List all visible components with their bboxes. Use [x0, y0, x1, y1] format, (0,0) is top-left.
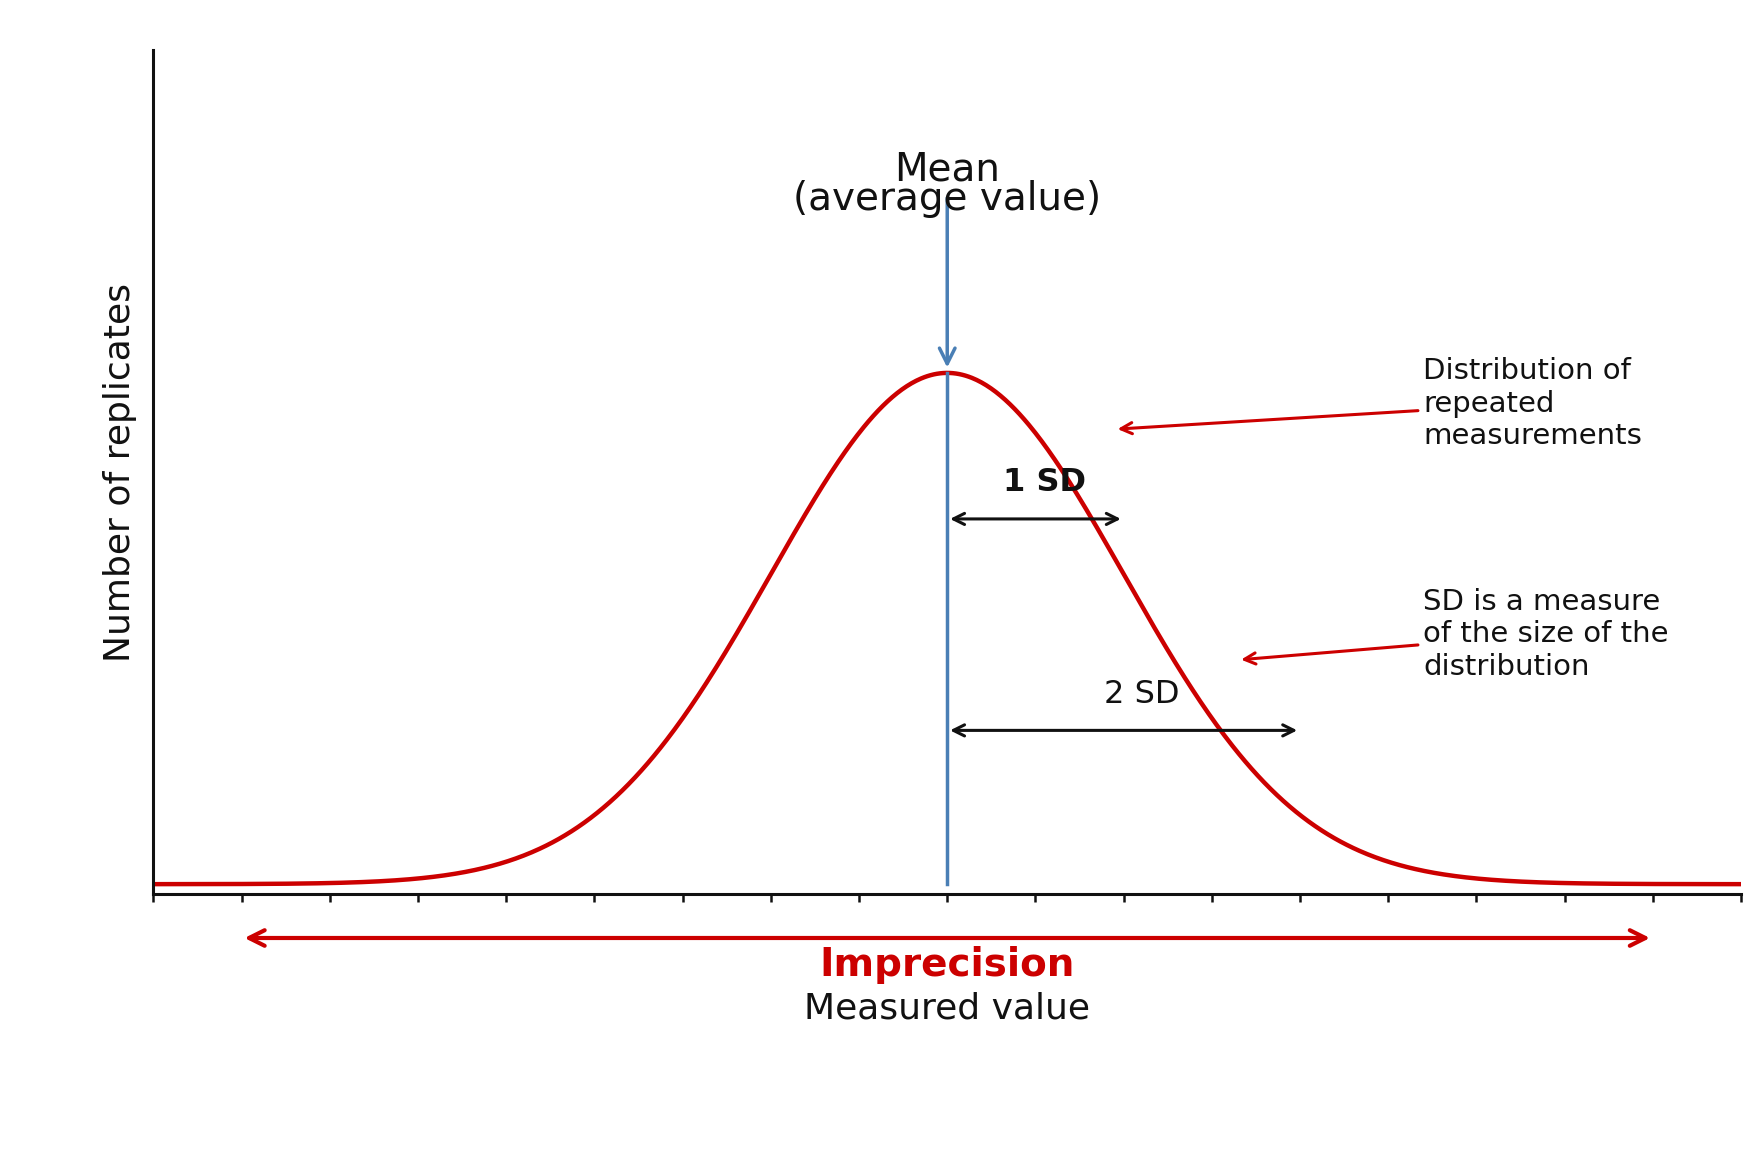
Text: Distribution of
repeated
measurements: Distribution of repeated measurements — [1120, 357, 1641, 450]
Text: Measured value: Measured value — [804, 992, 1090, 1026]
Text: Imprecision: Imprecision — [820, 946, 1074, 984]
Text: 1 SD: 1 SD — [1002, 468, 1085, 499]
Text: (average value): (average value) — [793, 180, 1100, 219]
Text: 2 SD: 2 SD — [1102, 679, 1178, 709]
Y-axis label: Number of replicates: Number of replicates — [104, 283, 137, 662]
Text: SD is a measure
of the size of the
distribution: SD is a measure of the size of the distr… — [1244, 587, 1667, 680]
Text: Mean: Mean — [893, 151, 1000, 188]
